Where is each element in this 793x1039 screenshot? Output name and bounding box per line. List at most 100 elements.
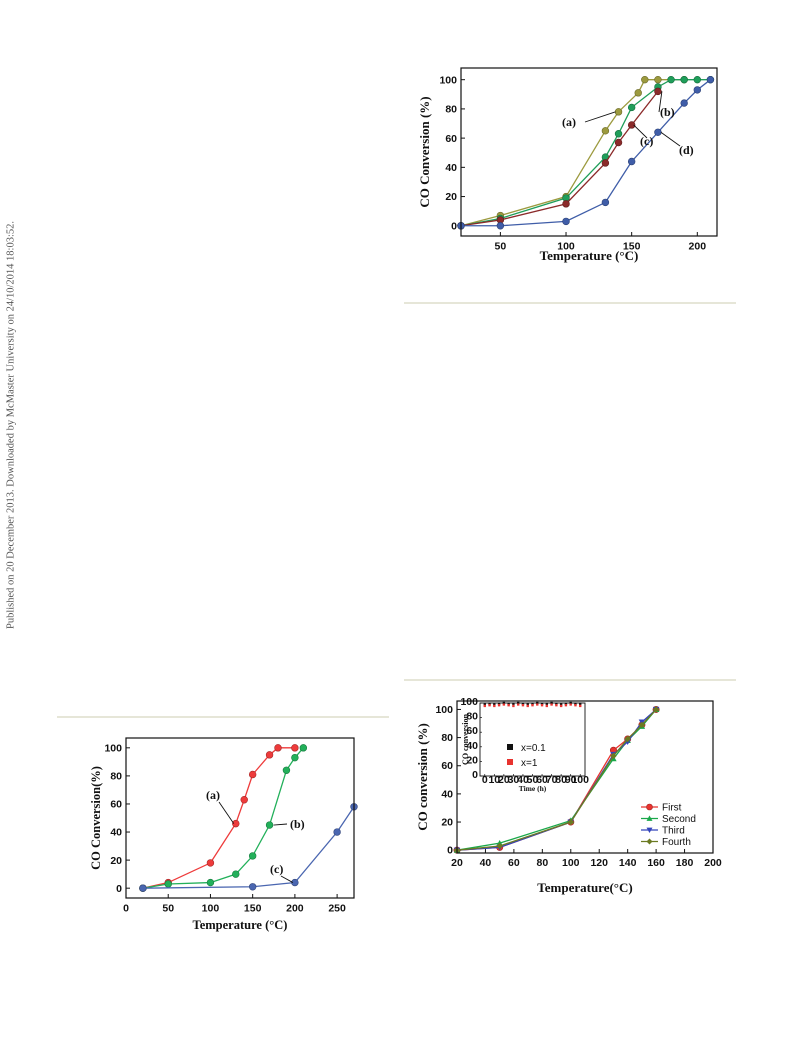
inset-x-tick-label: 90 [565,774,577,786]
y-tick-label: 80 [441,732,453,744]
x-axis-label: Temperature(°C) [537,880,632,895]
inset-data-point [536,703,539,706]
data-point [496,222,505,230]
inset-data-point [493,703,496,706]
inset-data-point [483,703,486,706]
y-axis-label: CO Conversion(%) [89,766,103,870]
y-tick-label: 100 [435,704,453,716]
inset-y-axis-label: CO conversion [461,714,470,765]
y-axis-label: CO Conversion (%) [417,96,432,207]
data-point [206,859,215,867]
data-point [232,819,240,828]
inset-legend-swatch [507,759,513,765]
data-point [240,796,248,804]
inset-data-point [574,703,577,707]
inset-x-tick-label: 70 [546,774,558,786]
inset-data-point [531,702,534,705]
x-tick-label: 200 [704,857,722,869]
y-tick-label: 60 [445,133,457,145]
x-tick-label: 150 [244,903,262,915]
data-point [634,89,642,97]
inset-data-point [526,704,529,708]
data-point [274,744,282,752]
x-tick-label: 50 [162,903,174,915]
data-point [291,878,299,887]
y-tick-label: 60 [110,799,122,811]
annotation-pointer [633,124,648,139]
data-point [654,75,662,84]
series-line [142,806,355,889]
inset-legend-label: x=0.1 [521,743,546,754]
data-point [706,75,715,84]
inset-x-tick-label: 30 [508,774,520,786]
legend-swatch-marker [646,815,653,821]
chart-co-conversion-bottom-left: 0 50 100 150 200 250 0 20 40 60 80 100 Temperature (… [89,737,358,932]
y-tick-label: 0 [451,220,457,232]
download-stamp: Published on 20 December 2013. Downloade… [0,0,22,1039]
y-axis-label: CO conversion (%) [415,723,430,831]
plot-frame [125,737,355,899]
data-point [667,75,675,84]
inset-y-tick-label: 60 [466,725,478,737]
data-point [627,121,636,129]
data-series [457,75,715,230]
legend-swatch-marker [646,827,653,833]
x-tick-label: 100 [202,903,220,915]
data-point [299,744,308,752]
x-tick-label: 60 [508,857,520,869]
x-axis-label: Temperature (°C) [540,248,639,263]
x-tick-label: 120 [590,857,608,869]
y-tick-label: 60 [441,760,453,772]
data-series [457,75,688,230]
inset-data-point [531,703,534,707]
data-point [562,217,570,226]
plot-frame [456,700,714,854]
data-point [164,880,172,888]
data-point [562,200,570,208]
data-point [693,86,702,94]
inset-data-point [569,703,572,706]
legend-swatch-marker [646,838,653,845]
inset-legend-label: x=1 [521,758,538,769]
x-tick-label: 150 [623,241,641,253]
data-point [627,103,636,112]
x-tick-label: 160 [647,857,665,869]
series-line [460,79,711,227]
legend-label: Second [662,814,696,825]
inset-data-point [512,702,515,705]
y-tick-label: 40 [110,827,122,839]
y-tick-label: 100 [104,742,122,754]
data-point [652,706,660,713]
y-tick-label: 0 [116,883,122,895]
inset-data-point [521,703,525,707]
separator-rule-1 [404,302,736,304]
y-tick-label: 40 [445,162,457,174]
inset-data-point [526,703,529,706]
inset-data-point [559,703,563,706]
inset-data-point [550,703,553,706]
annotation-label: (a) [206,788,220,802]
data-point [601,198,610,207]
inset-data-point [512,704,515,708]
legend-label: First [662,803,682,814]
inset-y-tick-label: 40 [466,740,478,752]
inset-data-point [540,702,544,705]
chart-co-conversion-cycles: 20 40 60 80 100 120 140 160 180 200020406080100Te… [415,696,722,895]
inset-y-tick-label: 20 [466,754,478,766]
inset-data-point [545,702,549,705]
inset-frame [479,702,586,777]
data-series [457,75,715,230]
inset-x-tick-label: 80 [555,774,567,786]
inset-data-point [574,702,577,705]
figure-bottom-left: 0 50 100 150 200 250 0 20 40 60 80 100 Temperature (… [88,732,358,937]
x-tick-label: 100 [562,857,580,869]
y-tick-label: 80 [110,771,122,783]
inset-data-point [507,703,510,707]
inset-data-point [488,702,491,705]
data-point [627,157,636,166]
annotation-label: (a) [562,115,576,129]
legend-label: Third [662,826,685,837]
data-series [139,803,358,892]
inset-y-tick-label: 100 [460,696,478,708]
data-point [291,753,299,762]
